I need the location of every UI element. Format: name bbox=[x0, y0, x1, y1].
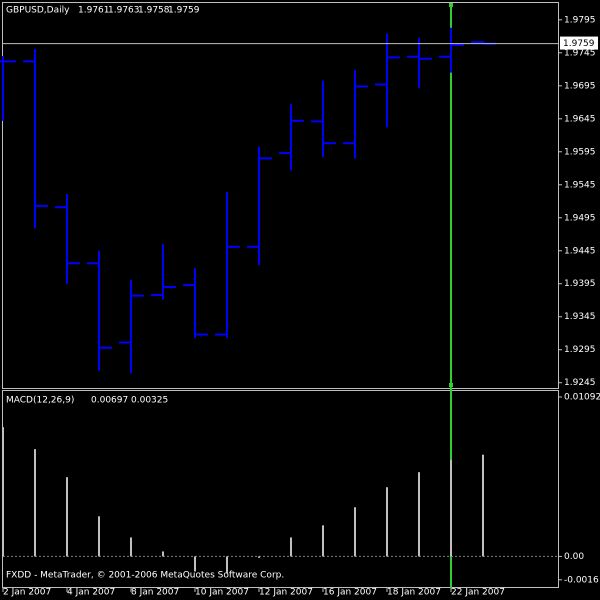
x-tick-label: 18 Jan 2007 bbox=[387, 588, 441, 598]
x-tick-label: 16 Jan 2007 bbox=[323, 588, 377, 598]
y-tick-label: 1.9795 bbox=[564, 15, 596, 25]
x-tick-label: 4 Jan 2007 bbox=[67, 588, 115, 598]
y-tick-label: 1.9495 bbox=[564, 213, 596, 223]
footer: FXDD - MetaTrader, © 2001-2006 MetaQuote… bbox=[6, 571, 284, 581]
x-tick-label: 2 Jan 2007 bbox=[3, 588, 51, 598]
y-tick-label: 0.00 bbox=[564, 552, 584, 562]
x-tick-label: 8 Jan 2007 bbox=[131, 588, 179, 598]
y-tick-label: 1.9295 bbox=[564, 345, 596, 355]
header-high: 1.9763 bbox=[108, 6, 140, 16]
y-tick-label: 1.9645 bbox=[564, 114, 596, 124]
price-label-box bbox=[560, 36, 598, 50]
y-tick-label: 1.9445 bbox=[564, 246, 596, 256]
y-tick-label: 0.01092 bbox=[564, 393, 600, 403]
x-tick-label: 22 Jan 2007 bbox=[451, 588, 505, 598]
x-tick-label: 10 Jan 2007 bbox=[195, 588, 249, 598]
header-low: 1.9758 bbox=[138, 6, 170, 16]
y-tick-label: -0.0016 bbox=[564, 575, 599, 585]
header-close: 1.9759 bbox=[168, 6, 200, 16]
header-open: 1.9761 bbox=[78, 6, 110, 16]
macd-value: 0.00697 bbox=[91, 396, 128, 406]
y-tick-label: 1.9595 bbox=[564, 147, 596, 157]
y-tick-label: 1.9695 bbox=[564, 81, 596, 91]
price-label: 1.9759 bbox=[563, 39, 595, 49]
chart-title: GBPUSD,Daily bbox=[6, 6, 70, 16]
y-tick-label: 1.9395 bbox=[564, 279, 596, 289]
y-tick-label: 1.9545 bbox=[564, 180, 596, 190]
x-tick-label: 12 Jan 2007 bbox=[259, 588, 313, 598]
y-tick-label: 1.9745 bbox=[564, 48, 596, 58]
crosshair-handle bbox=[449, 3, 453, 7]
y-tick-label: 1.9245 bbox=[564, 378, 596, 388]
crosshair-handle bbox=[449, 383, 453, 387]
y-tick-label: 1.9345 bbox=[564, 312, 596, 322]
macd-signal: 0.00325 bbox=[131, 396, 168, 406]
price-panel bbox=[2, 2, 559, 389]
macd-title: MACD(12,26,9) bbox=[6, 396, 74, 406]
